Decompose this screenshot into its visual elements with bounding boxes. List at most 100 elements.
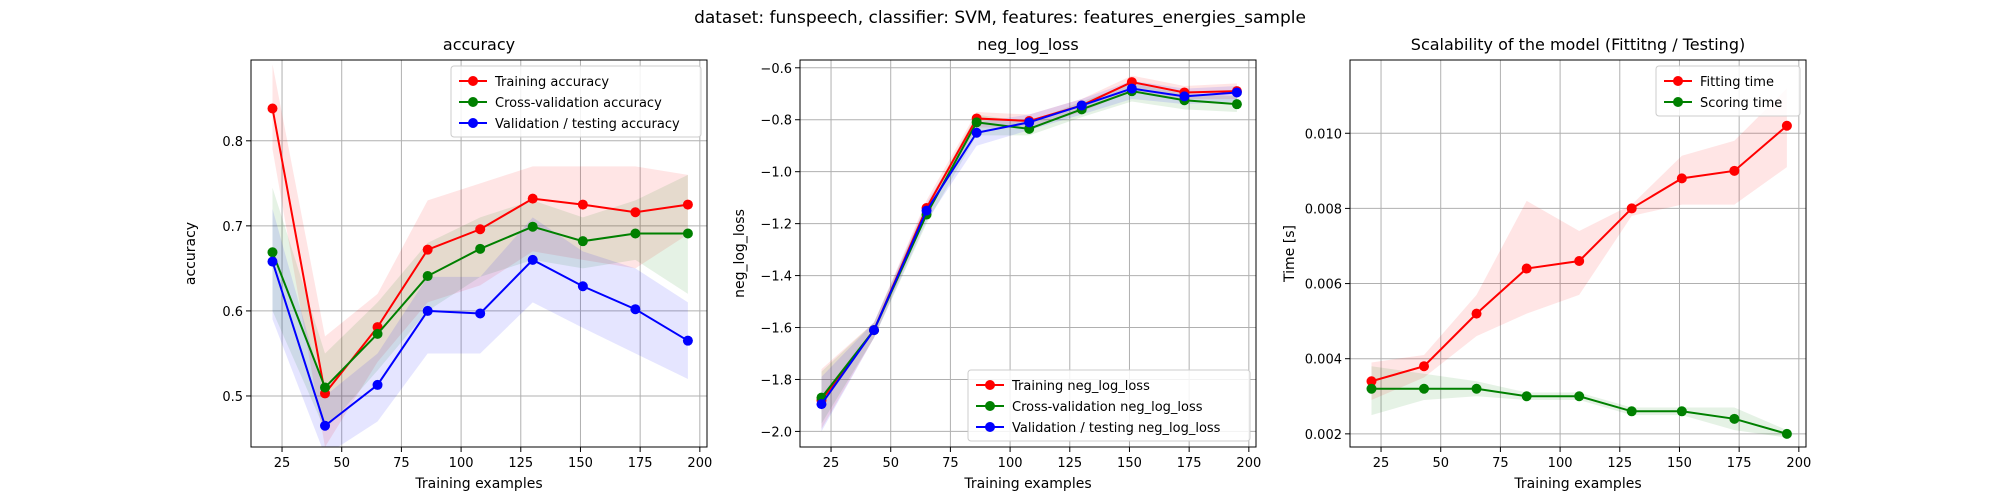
y-tick-label: −1.4 [760, 270, 792, 285]
data-point [372, 379, 383, 390]
y-tick-label: −1.2 [760, 218, 792, 233]
x-tick-label: 25 [823, 456, 840, 471]
x-tick-label: 50 [1432, 456, 1449, 471]
y-tick-label: −0.6 [760, 62, 792, 77]
data-point [1574, 256, 1585, 267]
x-tick-label: 200 [1236, 456, 1261, 471]
y-tick-label: 0.006 [1305, 278, 1342, 293]
legend-box [1655, 65, 1801, 117]
y-tick-label: 0.8 [222, 135, 243, 150]
x-tick-label: 150 [568, 456, 593, 471]
data-point [1076, 100, 1087, 111]
y-tick-label: 0.002 [1305, 428, 1342, 443]
chart-title: Scalability of the model (Fittitng / Tes… [1411, 35, 1745, 54]
data-point [682, 335, 693, 346]
data-point [1676, 406, 1687, 417]
std-band [821, 80, 1237, 432]
legend-marker [985, 401, 995, 411]
x-tick-label: 150 [1667, 456, 1692, 471]
x-tick-label: 175 [628, 456, 653, 471]
data-point [630, 304, 641, 315]
legend-label: Validation / testing neg_log_loss [1012, 421, 1221, 436]
x-tick-label: 150 [1117, 456, 1142, 471]
data-point [475, 224, 486, 235]
legend: Training neg_log_loss Cross-validation ne… [967, 369, 1251, 442]
chart-title: neg_log_loss [977, 35, 1078, 55]
x-tick-label: 125 [1057, 456, 1082, 471]
y-tick-label: −2.0 [760, 425, 792, 440]
data-point [971, 117, 982, 128]
x-axis-label: Training examples [1513, 476, 1641, 492]
x-tick-label: 25 [1373, 456, 1390, 471]
std-band [821, 75, 1237, 429]
legend: Fitting time Scoring time [1655, 65, 1801, 117]
legend-box [450, 65, 702, 138]
data-point [1574, 391, 1585, 402]
series-line [820, 90, 1237, 399]
x-axis-label: Training examples [414, 476, 542, 492]
data-point [1024, 117, 1035, 128]
legend-label: Validation / testing accuracy [495, 117, 680, 132]
std-band [1371, 366, 1787, 438]
legend-label: Cross-validation accuracy [495, 96, 662, 111]
std-band [1371, 88, 1787, 401]
y-tick-label: 0.008 [1305, 202, 1342, 217]
data-point [320, 382, 331, 393]
data-point [816, 399, 827, 410]
data-point [475, 308, 486, 319]
std-band [272, 64, 688, 447]
data-point [1781, 120, 1792, 131]
x-tick-label: 200 [1786, 456, 1811, 471]
data-point [267, 256, 278, 267]
data-point [422, 271, 433, 282]
x-tick-label: 100 [998, 456, 1023, 471]
data-point [1729, 165, 1740, 176]
y-axis-label: Time [s] [1282, 225, 1298, 283]
axes-frame [1349, 59, 1807, 448]
data-point [971, 127, 982, 138]
data-point [1126, 83, 1137, 94]
legend: Training accuracy Cross-validation accura… [450, 65, 702, 138]
chart-panel-3: 25 50 75 100 125 150 175 200 0.002 0.004 0.006 0.00… [1282, 35, 1811, 492]
axes-frame [250, 59, 708, 448]
data-point [267, 247, 278, 258]
data-point [682, 199, 693, 210]
data-point [527, 221, 538, 232]
data-point [267, 103, 278, 114]
x-tick-label: 50 [882, 456, 899, 471]
plot-area [267, 64, 693, 447]
data-point [1521, 263, 1532, 274]
legend-marker [468, 97, 478, 107]
legend-label: Scoring time [1700, 96, 1782, 111]
y-tick-label: 0.7 [222, 220, 243, 235]
data-point [630, 228, 641, 239]
legend-marker [1673, 76, 1683, 86]
y-axis-label: accuracy [183, 222, 199, 285]
legend-label: Fitting time [1700, 75, 1774, 90]
data-point [1231, 87, 1242, 98]
chart-panel-1: 25 50 75 100 125 150 175 200 0.5 0.6 0.7 0.8 accurac… [183, 35, 712, 492]
legend-label: Training neg_log_loss [1011, 379, 1150, 394]
data-point [577, 281, 588, 292]
y-tick-label: 0.5 [222, 390, 243, 405]
x-tick-label: 100 [1548, 456, 1573, 471]
x-tick-label: 50 [333, 456, 350, 471]
y-axis-label: neg_log_loss [732, 209, 748, 298]
x-axis-label: Training examples [963, 476, 1091, 492]
data-point [475, 243, 486, 254]
y-tick-label: 0.010 [1305, 127, 1342, 142]
x-tick-label: 75 [942, 456, 959, 471]
y-tick-label: −1.0 [760, 166, 792, 181]
chart-title: accuracy [443, 35, 515, 54]
data-point [422, 305, 433, 316]
legend-marker [985, 380, 995, 390]
x-tick-label: 75 [393, 456, 410, 471]
data-point [1626, 203, 1637, 214]
data-point [372, 328, 383, 339]
legend-box [967, 369, 1251, 442]
data-point [1366, 376, 1377, 387]
legend-marker [1673, 97, 1683, 107]
plot-area [816, 75, 1242, 432]
